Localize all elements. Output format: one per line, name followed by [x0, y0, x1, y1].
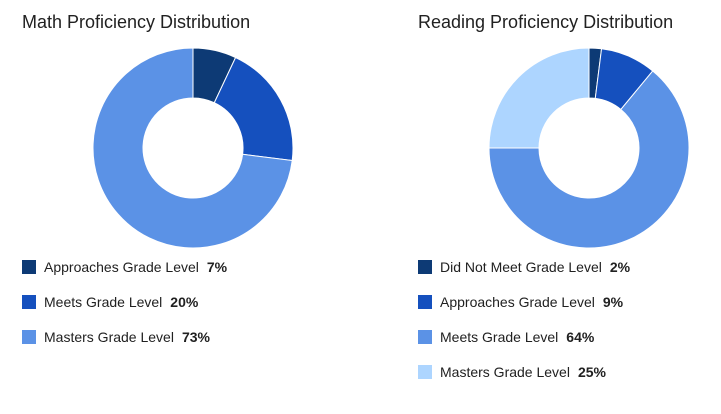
- legend-item-meets: Meets Grade Level 64%: [418, 322, 630, 357]
- legend-item-did-not-meet: Did Not Meet Grade Level 2%: [418, 252, 630, 287]
- legend-swatch: [22, 295, 36, 309]
- legend-item-masters: Masters Grade Level 73%: [22, 322, 227, 357]
- legend-item-meets: Meets Grade Level 20%: [22, 287, 227, 322]
- legend-swatch: [418, 365, 432, 379]
- legend-label: Meets Grade Level: [44, 294, 163, 310]
- legend-label: Masters Grade Level: [44, 329, 174, 345]
- legend-value: 73%: [181, 329, 210, 345]
- donut-slice-4: [488, 47, 590, 149]
- legend-label: Approaches Grade Level: [44, 259, 199, 275]
- legend-value: 9%: [602, 294, 624, 310]
- math-proficiency-chart: Math Proficiency Distribution Approaches…: [22, 0, 352, 414]
- legend-swatch: [22, 260, 36, 274]
- donut-chart: [488, 47, 690, 249]
- legend-value: 20%: [170, 294, 199, 310]
- legend-value: 64%: [566, 329, 595, 345]
- legend: Did Not Meet Grade Level 2% Approaches G…: [418, 252, 630, 392]
- donut-slice-2: [213, 56, 294, 162]
- legend-label: Meets Grade Level: [440, 329, 559, 345]
- legend-value: 7%: [206, 259, 228, 275]
- legend-swatch: [418, 260, 432, 274]
- legend-item-masters: Masters Grade Level 25%: [418, 357, 630, 392]
- chart-title: Math Proficiency Distribution: [22, 12, 251, 32]
- reading-proficiency-chart: Reading Proficiency Distribution Did Not…: [418, 0, 721, 414]
- legend-item-approaches: Approaches Grade Level 7%: [22, 252, 227, 287]
- donut-slice-3: [92, 47, 293, 249]
- legend-item-approaches: Approaches Grade Level 9%: [418, 287, 630, 322]
- legend-label: Did Not Meet Grade Level: [440, 259, 602, 275]
- legend-value: 2%: [609, 259, 631, 275]
- legend-value: 25%: [577, 364, 606, 380]
- legend-swatch: [418, 295, 432, 309]
- legend: Approaches Grade Level 7% Meets Grade Le…: [22, 252, 227, 357]
- donut-chart: [92, 47, 294, 249]
- legend-label: Masters Grade Level: [440, 364, 570, 380]
- chart-title: Reading Proficiency Distribution: [418, 12, 674, 32]
- legend-label: Approaches Grade Level: [440, 294, 595, 310]
- legend-swatch: [418, 330, 432, 344]
- legend-swatch: [22, 330, 36, 344]
- donut-slice-3: [488, 70, 690, 249]
